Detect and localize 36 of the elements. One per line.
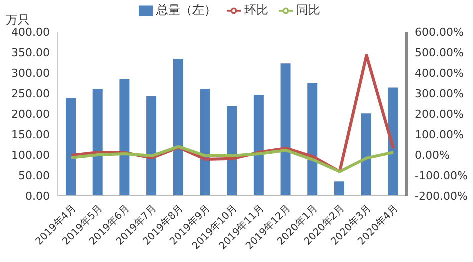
- bar: [146, 96, 157, 196]
- legend-label: 同比: [296, 3, 320, 17]
- y2-tick-label: 0.00%: [415, 148, 450, 162]
- y2-tick-label: 300.00%: [415, 87, 464, 100]
- bar: [308, 83, 318, 196]
- legend-label: 环比: [244, 3, 268, 17]
- y-tick-label: 400.00: [12, 26, 50, 39]
- y2-tick-label: -100.00%: [415, 169, 468, 182]
- y2-tick-label: 500.00%: [415, 46, 464, 60]
- bar: [254, 95, 264, 196]
- line-series: [70, 145, 396, 174]
- y2-tick-label: 200.00%: [415, 108, 464, 121]
- y-tick-label: 250.00: [12, 87, 50, 100]
- y-tick-label: 50.00: [18, 169, 50, 182]
- y2-tick-label: 100.00%: [415, 128, 464, 142]
- y-tick-label: 300.00: [12, 66, 50, 80]
- y-tick-label: 0.00: [26, 190, 50, 203]
- y-tick-label: 200.00: [12, 108, 50, 121]
- bar: [280, 64, 291, 196]
- bar: [66, 98, 76, 196]
- bar: [92, 88, 103, 196]
- y2-tick-label: 600.00%: [415, 26, 464, 39]
- bar: [388, 88, 398, 196]
- bar: [361, 114, 372, 196]
- bar: [334, 182, 344, 196]
- bar: [227, 106, 238, 196]
- bar: [120, 80, 130, 196]
- y-tick-label: 100.00: [12, 148, 50, 162]
- y-tick-label: 150.00: [12, 128, 50, 142]
- y-axis-title: 万只: [6, 12, 30, 28]
- y2-tick-label: 400.00%: [415, 66, 464, 80]
- y2-tick-label: -200.00%: [415, 190, 468, 203]
- bar: [173, 59, 184, 196]
- bar: [200, 88, 210, 196]
- y-tick-label: 350.00: [12, 46, 50, 60]
- legend-label: 总量（左）: [156, 3, 216, 17]
